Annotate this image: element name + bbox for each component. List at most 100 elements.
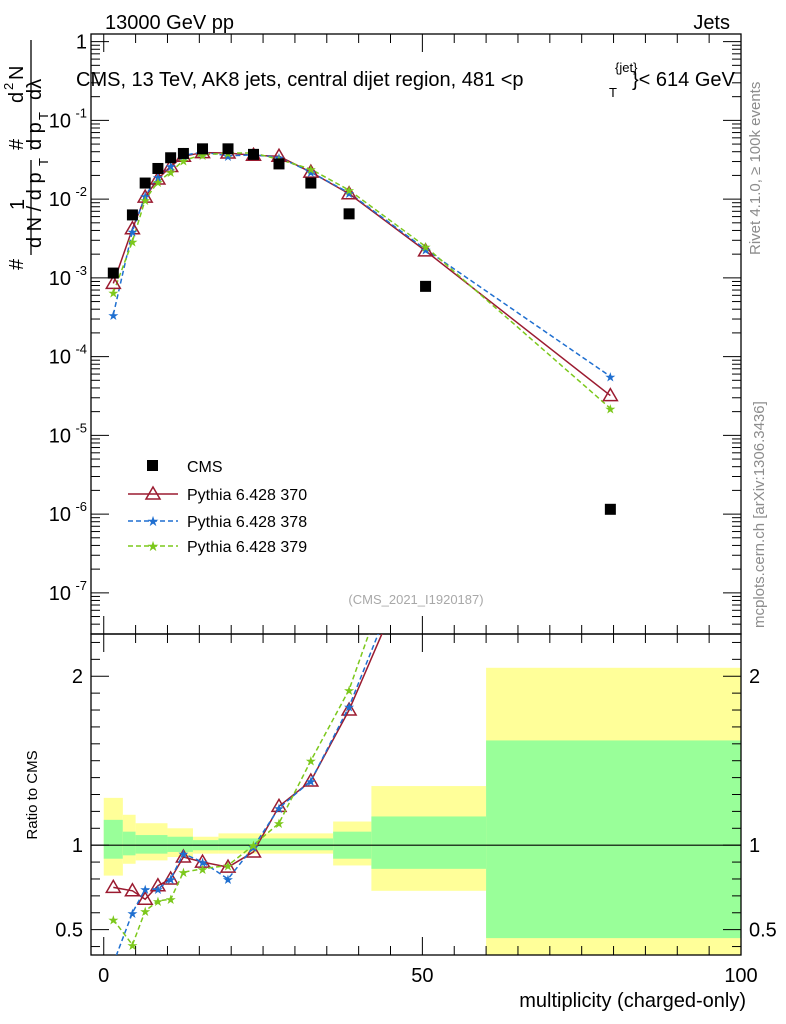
p370-point (162, 157, 179, 173)
upper-ylabel: # d N / d p T 1 # d p T dλ d 2 N (1, 40, 51, 270)
svg-text:T: T (36, 158, 51, 166)
energy-label: 13000 GeV pp (105, 12, 234, 34)
ratio-band-inner (167, 836, 193, 852)
ratio-p379-point: ★ (248, 838, 260, 853)
y-tick-label: 10 (49, 425, 71, 447)
p378-point: ★ (273, 150, 285, 165)
p378-point: ★ (165, 159, 177, 174)
series-line-1 (112, 151, 611, 397)
svg-text:d N / d p: d N / d p (24, 172, 46, 248)
p378-point: ★ (305, 165, 317, 180)
svg-text:d p: d p (24, 122, 46, 150)
cms-point (604, 503, 616, 515)
y-tick-label: 10 (49, 189, 71, 211)
xlabel: multiplicity (charged-only) (519, 990, 746, 1012)
cms-point (343, 208, 355, 220)
ratio-y-tick-label: 1 (72, 835, 83, 857)
cms-point (177, 147, 189, 159)
svg-text:#: # (6, 258, 28, 270)
p370-point (124, 220, 141, 235)
ratio-band-inner (122, 831, 136, 856)
ratio-band-inner (371, 816, 487, 869)
ratio-band-inner (103, 819, 123, 859)
svg-text:N: N (6, 66, 28, 80)
ratio-p378-point: ★ (178, 847, 190, 862)
cms-point (152, 162, 164, 174)
ratio-band-inner (135, 835, 168, 854)
ratio-p379-point: ★ (127, 938, 139, 953)
p379-point: ★ (197, 148, 209, 163)
y-tick-label: 10 (49, 110, 71, 132)
ratio-p379-point: ★ (273, 816, 285, 831)
ratio-p379-point: ★ (343, 683, 355, 698)
svg-text:#: # (6, 138, 28, 150)
legend-p379-label: Pythia 6.428 379 (187, 539, 307, 556)
legend-p378: ★ Pythia 6.428 378 (128, 513, 307, 531)
ratio-p370-point (175, 848, 192, 863)
p378-point: ★ (420, 242, 432, 257)
ratio-p378-point: ★ (152, 882, 164, 897)
ratio-p379-point: ★ (178, 865, 190, 880)
series-line-3 (112, 152, 611, 409)
y-tick-label: 10 (49, 347, 71, 369)
svg-text:T: T (36, 112, 51, 120)
p370-point (302, 163, 320, 178)
ratio-plot: 0 50 100 0.5 0.5 1 1 2 2 ★★ ★★★★★★★★★★★★★ ★★ ★ ★★★★★ (55, 633, 777, 987)
p378-point: ★ (222, 149, 234, 164)
p379-point: ★ (605, 401, 617, 416)
y-tick-label: 10 (49, 504, 71, 526)
ratio-p370-point (124, 882, 141, 897)
legend-cms: CMS (147, 459, 223, 476)
ratio-p378-point: ★ (343, 700, 355, 715)
p378-point: ★ (605, 369, 617, 384)
ratio-y-tick-label-right: 2 (749, 666, 760, 688)
p370-point (340, 185, 358, 200)
cms-point (139, 177, 151, 189)
p379-point: ★ (343, 183, 355, 198)
y-tick-label: 10 (49, 583, 71, 605)
x-tick-label: 100 (724, 965, 757, 987)
ratio-p379-point: ★ (197, 862, 209, 877)
ratio-p379-point: ★ (139, 904, 151, 919)
legend-p378-label: Pythia 6.428 378 (187, 514, 307, 531)
mcplots-label: mcplots.cern.ch [arXiv:1306.3436] (751, 401, 768, 628)
legend: CMS Pythia 6.428 370 ★ Pythia 6.428 378 … (128, 459, 307, 556)
observable-label: Jets (693, 12, 730, 34)
ratio-p370-point (136, 890, 154, 905)
y-tick-label: 1 (76, 32, 87, 54)
p378-point: ★ (139, 189, 151, 204)
p378-point: ★ (343, 186, 355, 201)
ratio-p370-point (104, 878, 122, 894)
title-sub: T (609, 85, 617, 100)
title-end: }< 614 GeV (632, 69, 736, 91)
ratio-p370-point (340, 701, 358, 716)
ratio-y-tick-label-right: 0.5 (749, 920, 777, 942)
p379-point: ★ (165, 165, 177, 180)
ratio-p370-point (162, 870, 179, 885)
p379-point: ★ (107, 286, 119, 301)
ratio-p379-point: ★ (107, 913, 119, 928)
title-sup: {jet} (615, 60, 638, 75)
y-tick-exp: -2 (75, 184, 87, 199)
cms-point (197, 143, 209, 155)
p379-point: ★ (305, 162, 317, 177)
svg-text:dλ: dλ (24, 79, 46, 100)
ratio-p378-point: ★ (165, 872, 177, 887)
cms-point (222, 143, 234, 155)
p378-point: ★ (107, 308, 119, 323)
p379-point: ★ (139, 193, 151, 208)
cms-point (420, 280, 432, 292)
ratio-p378-point: ★ (273, 801, 285, 816)
cms-point (305, 177, 317, 189)
plot-title: CMS, 13 TeV, AK8 jets, central dijet reg… (76, 60, 736, 100)
ratio-band-inner (486, 740, 741, 939)
p370-point (104, 274, 122, 290)
x-tick-label: 0 (98, 965, 109, 987)
svg-text:d: d (6, 92, 28, 103)
ratio-ylabel: Ratio to CMS (24, 750, 41, 839)
svg-text:1: 1 (7, 199, 29, 210)
ratio-p378-point: ★ (197, 855, 209, 870)
legend-p370-label: Pythia 6.428 370 (187, 487, 307, 504)
legend-p378-marker: ★ (147, 513, 160, 529)
svg-text:2: 2 (1, 83, 16, 90)
